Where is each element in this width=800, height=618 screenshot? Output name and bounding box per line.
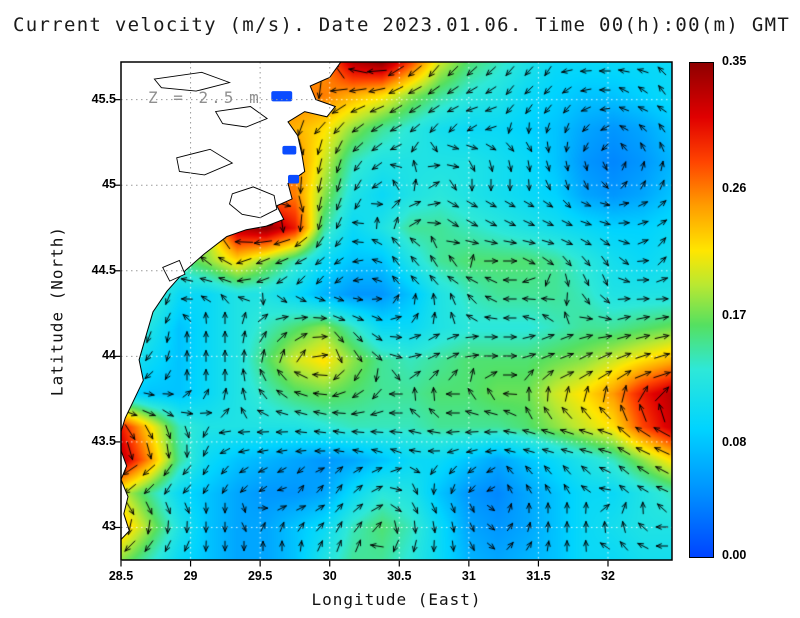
liman-water-patch	[271, 91, 293, 102]
x-tick-label: 32	[601, 569, 615, 583]
y-tick-label: 45	[102, 177, 116, 192]
x-tick-labels: 28.5 29 29.5 30 30.5 31 31.5 32	[109, 567, 672, 583]
lake-outline	[228, 186, 278, 219]
x-tick-label: 31	[461, 569, 476, 583]
colorbar-labels: 0.00 0.08 0.17 0.26 0.35	[722, 54, 767, 562]
y-tick-label: 44.5	[91, 262, 116, 277]
colorbar-tick-label: 0.17	[722, 308, 747, 323]
liman-water-patch	[288, 174, 300, 184]
colorbar-tick-label: 0.00	[722, 548, 747, 562]
coastline-land-polygon	[120, 450, 130, 541]
y-axis-label: Latitude (North)	[47, 225, 67, 397]
x-tick-label: 31.5	[526, 569, 551, 583]
y-tick-labels: 43 43.5 44 44.5 45 45.5	[72, 62, 116, 560]
chart-title: Current velocity (m/s). Date 2023.01.06.…	[13, 14, 791, 36]
y-tick-label: 45.5	[91, 91, 116, 106]
lake-outline	[153, 71, 232, 92]
liman-water-patch	[282, 145, 297, 155]
lake-outline	[176, 148, 234, 176]
axis-tick-marks	[114, 99, 609, 567]
lake-outline	[214, 106, 269, 128]
x-tick-label: 30	[322, 569, 337, 583]
lake-outline	[162, 259, 186, 282]
colorbar-tick-label: 0.35	[722, 54, 747, 68]
x-tick-label: 29.5	[247, 569, 273, 583]
x-tick-label: 28.5	[108, 569, 134, 583]
x-axis-label: Longitude (East)	[311, 590, 482, 609]
depth-annotation: Z = 2.5 m	[148, 88, 262, 107]
colorbar-tick-label: 0.08	[722, 435, 747, 450]
map-overlay	[114, 61, 673, 567]
plot-frame	[120, 61, 673, 561]
y-tick-label: 44	[102, 348, 116, 363]
land-layer	[120, 61, 342, 541]
colorbar-tick-label: 0.26	[722, 181, 747, 196]
x-tick-label: 30.5	[387, 569, 412, 583]
y-tick-label: 43	[102, 519, 116, 534]
y-tick-label: 43.5	[91, 433, 116, 448]
colorbar	[689, 62, 714, 558]
x-tick-label: 29	[183, 569, 198, 583]
